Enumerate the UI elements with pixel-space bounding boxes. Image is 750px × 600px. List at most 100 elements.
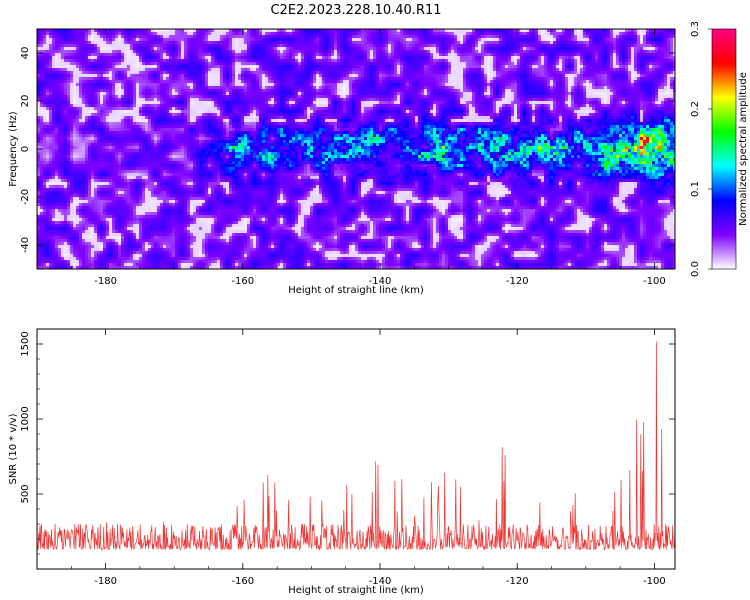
heatmap-cell (409, 71, 413, 75)
heatmap-cell (280, 89, 284, 93)
heatmap-cell (655, 32, 659, 36)
heatmap-cell (439, 56, 443, 60)
heatmap-cell (301, 77, 305, 81)
heatmap-cell (166, 56, 170, 60)
heatmap-cell (637, 83, 641, 87)
heatmap-cell (313, 32, 317, 36)
heatmap-cell (100, 53, 104, 57)
heatmap-cell (661, 59, 665, 63)
heatmap-cell (523, 74, 527, 78)
heatmap-cell (580, 74, 584, 78)
heatmap-cell (355, 41, 359, 45)
heatmap-cell (52, 92, 56, 96)
heatmap-cell (226, 80, 230, 84)
heatmap-cell (199, 56, 203, 60)
heatmap-cell (382, 44, 386, 48)
heatmap-cell (295, 92, 299, 96)
heatmap-cell (157, 65, 161, 69)
heatmap-cell (619, 41, 623, 45)
heatmap-cell (145, 74, 149, 78)
heatmap-cell (439, 92, 443, 96)
heatmap-cell (292, 59, 296, 63)
heatmap-cell (379, 95, 383, 99)
heatmap-cell (166, 74, 170, 78)
heatmap-cell (595, 95, 599, 99)
heatmap-cell (460, 41, 464, 45)
heatmap-cell (400, 71, 404, 75)
heatmap-cell (37, 71, 41, 75)
heatmap-cell (406, 83, 410, 87)
heatmap-cell (568, 92, 572, 96)
heatmap-cell (229, 86, 233, 90)
heatmap-cell (274, 98, 278, 102)
heatmap-cell (367, 50, 371, 54)
heatmap-cell (70, 59, 74, 63)
heatmap-cell (511, 95, 515, 99)
heatmap-cell (442, 68, 446, 72)
heatmap-cell (361, 59, 365, 63)
heatmap-cell (565, 68, 569, 72)
heatmap-cell (487, 44, 491, 48)
heatmap-cell (418, 41, 422, 45)
heatmap-cell (202, 32, 206, 36)
heatmap-cell (178, 35, 182, 39)
heatmap-cell (559, 56, 563, 60)
heatmap-cell (280, 47, 284, 51)
heatmap-cell (226, 92, 230, 96)
heatmap-cell (451, 80, 455, 84)
heatmap-cell (253, 89, 257, 93)
heatmap-cell (319, 95, 323, 99)
heatmap-cell (466, 29, 470, 33)
heatmap-cell (184, 86, 188, 90)
heatmap-cell (538, 29, 542, 33)
heatmap-cell (178, 68, 182, 72)
heatmap-cell (202, 56, 206, 60)
heatmap-cell (391, 50, 395, 54)
heatmap-cell (496, 32, 500, 36)
heatmap-cell (214, 98, 218, 102)
heatmap-cell (349, 89, 353, 93)
heatmap-cell (265, 89, 269, 93)
heatmap-cell (226, 71, 230, 75)
heatmap-cell (598, 32, 602, 36)
heatmap-cell (583, 62, 587, 66)
heatmap-cell (121, 53, 125, 57)
heatmap-cell (193, 56, 197, 60)
heatmap-cell (457, 86, 461, 90)
heatmap-cell (622, 80, 626, 84)
heatmap-cell (670, 38, 674, 42)
heatmap-cell (292, 53, 296, 57)
heatmap-cell (415, 62, 419, 66)
heatmap-cell (406, 59, 410, 63)
heatmap-cell (55, 50, 59, 54)
heatmap-cell (499, 47, 503, 51)
heatmap-cell (601, 77, 605, 81)
heatmap-cell (493, 89, 497, 93)
heatmap-cell (622, 77, 626, 81)
heatmap-cell (367, 47, 371, 51)
heatmap-cell (418, 47, 422, 51)
heatmap-cell (163, 35, 167, 39)
heatmap-cell (325, 41, 329, 45)
heatmap-cell (214, 44, 218, 48)
heatmap-cell (133, 59, 137, 63)
heatmap-cell (46, 95, 50, 99)
heatmap-cell (247, 98, 251, 102)
heatmap-cell (553, 83, 557, 87)
heatmap-cell (589, 68, 593, 72)
heatmap-cell (640, 89, 644, 93)
heatmap-cell (163, 32, 167, 36)
heatmap-cell (241, 50, 245, 54)
heatmap-cell (493, 53, 497, 57)
heatmap-cell (274, 92, 278, 96)
heatmap-cell (100, 29, 104, 33)
heatmap-cell (508, 89, 512, 93)
heatmap-cell (316, 38, 320, 42)
heatmap-cell (283, 77, 287, 81)
heatmap-cell (322, 92, 326, 96)
heatmap-cell (85, 56, 89, 60)
heatmap-cell (649, 38, 653, 42)
heatmap-cell (103, 92, 107, 96)
heatmap-cell (610, 29, 614, 33)
